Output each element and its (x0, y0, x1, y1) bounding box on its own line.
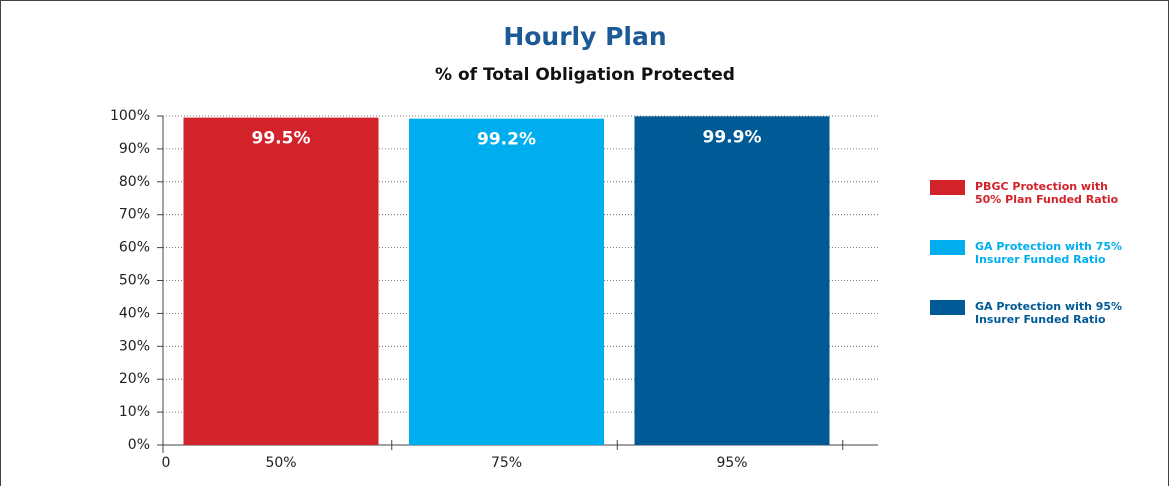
chart-subtitle: % of Total Obligation Protected (435, 65, 735, 85)
legend-label: PBGC Protection with 50% Plan Funded Rat… (975, 180, 1119, 206)
y-tick-label: 30% (119, 338, 150, 354)
bar (409, 118, 604, 445)
bar (634, 116, 830, 445)
y-tick-label: 0% (128, 437, 150, 453)
value-label: 99.9% (703, 127, 762, 147)
x-tick-label: 75% (491, 455, 522, 471)
bar (183, 117, 379, 446)
y-tick-label: 20% (119, 371, 150, 387)
legend-label: GA Protection with 95% Insurer Funded Ra… (975, 300, 1123, 326)
x-tick-label: 95% (716, 455, 747, 471)
legend-swatch (930, 180, 965, 195)
value-label: 99.5% (252, 129, 311, 149)
y-tick-label: 100% (110, 108, 150, 124)
chart-title: Hourly Plan (503, 22, 666, 51)
y-tick-label: 10% (119, 404, 150, 420)
y-tick-label: 50% (119, 273, 150, 289)
x-origin-label: 0 (162, 455, 171, 471)
legend-swatch (930, 300, 965, 315)
y-tick-label: 70% (119, 207, 150, 223)
value-label: 99.2% (477, 130, 536, 150)
legend-swatch (930, 240, 965, 255)
y-tick-label: 60% (119, 240, 150, 256)
y-tick-label: 40% (119, 305, 150, 321)
x-tick-label: 50% (265, 455, 296, 471)
legend-label: GA Protection with 75% Insurer Funded Ra… (975, 240, 1123, 266)
y-tick-label: 80% (119, 174, 150, 190)
y-tick-label: 90% (119, 141, 150, 157)
